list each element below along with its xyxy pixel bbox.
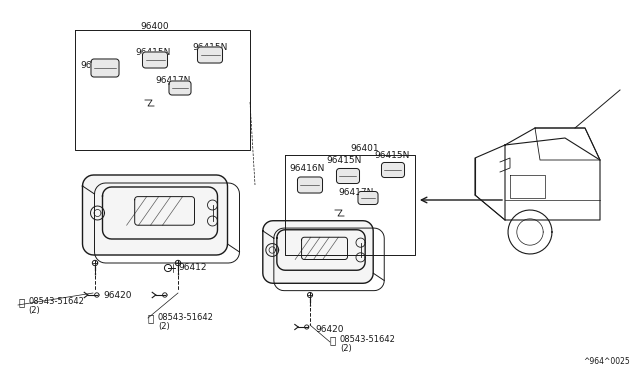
Text: 96415N: 96415N [135,48,170,57]
Text: 96400: 96400 [141,22,170,31]
Text: (2): (2) [340,344,352,353]
Text: 96415N: 96415N [374,151,410,160]
Text: 08543-51642: 08543-51642 [340,336,396,344]
Polygon shape [91,59,119,77]
Polygon shape [298,177,323,193]
Text: 96417N: 96417N [338,187,373,196]
Text: 08543-51642: 08543-51642 [158,314,214,323]
Polygon shape [198,47,223,63]
Polygon shape [358,192,378,205]
Polygon shape [83,175,227,255]
Polygon shape [143,52,168,68]
Text: 96420: 96420 [103,292,131,301]
Text: 96416N: 96416N [80,61,115,70]
Text: 96417N: 96417N [155,76,190,84]
Text: Ⓝ: Ⓝ [18,297,24,307]
Text: 96416N: 96416N [289,164,324,173]
Polygon shape [263,221,373,283]
Text: (2): (2) [158,323,170,331]
Text: 96401: 96401 [350,144,379,153]
Polygon shape [381,163,404,177]
Text: 96415N: 96415N [192,42,227,51]
Text: ^964^0025: ^964^0025 [583,357,630,366]
Polygon shape [337,169,360,183]
Text: Ⓝ: Ⓝ [148,313,154,323]
Text: 08543-51642: 08543-51642 [28,298,84,307]
Polygon shape [169,81,191,95]
Text: 96412: 96412 [178,263,207,272]
Text: 96420: 96420 [315,326,344,334]
Text: (2): (2) [28,307,40,315]
Text: 96415N: 96415N [326,155,362,164]
Text: Ⓝ: Ⓝ [330,335,336,345]
